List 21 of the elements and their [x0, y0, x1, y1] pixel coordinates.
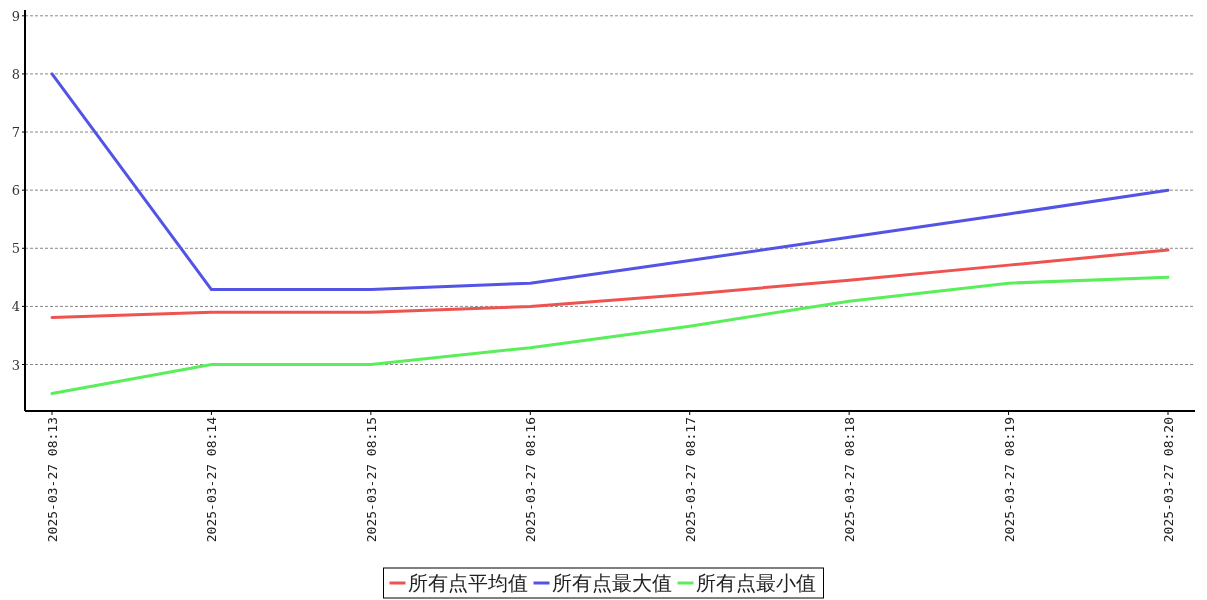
y-tick-label: 9 — [11, 8, 20, 24]
y-tick-label: 5 — [11, 241, 20, 257]
x-tick-label: 2025-03-27 08:17 — [682, 417, 698, 543]
x-tick-label: 2025-03-27 08:20 — [1161, 417, 1176, 543]
line-series — [50, 72, 1170, 292]
y-tick-label: 8 — [11, 66, 20, 82]
line-series — [50, 275, 1170, 396]
x-tick-label: 2025-03-27 08:13 — [45, 417, 60, 543]
x-tick-label: 2025-03-27 08:18 — [842, 417, 858, 543]
legend-label: 所有点平均值 — [407, 571, 528, 595]
x-tick-label: 2025-03-27 08:15 — [363, 417, 379, 543]
y-tick-label: 4 — [11, 299, 20, 315]
legend-label: 所有点最小值 — [695, 571, 816, 595]
y-tick-label: 6 — [11, 183, 20, 199]
x-tick-label: 2025-03-27 08:16 — [523, 417, 539, 543]
x-tick-label: 2025-03-27 08:19 — [1001, 417, 1017, 543]
legend-label: 所有点最大值 — [551, 571, 672, 595]
x-tick-label: 2025-03-27 08:14 — [204, 416, 220, 543]
y-tick-label: 7 — [11, 125, 20, 141]
line-series — [50, 248, 1170, 319]
y-tick-label: 3 — [11, 357, 20, 373]
